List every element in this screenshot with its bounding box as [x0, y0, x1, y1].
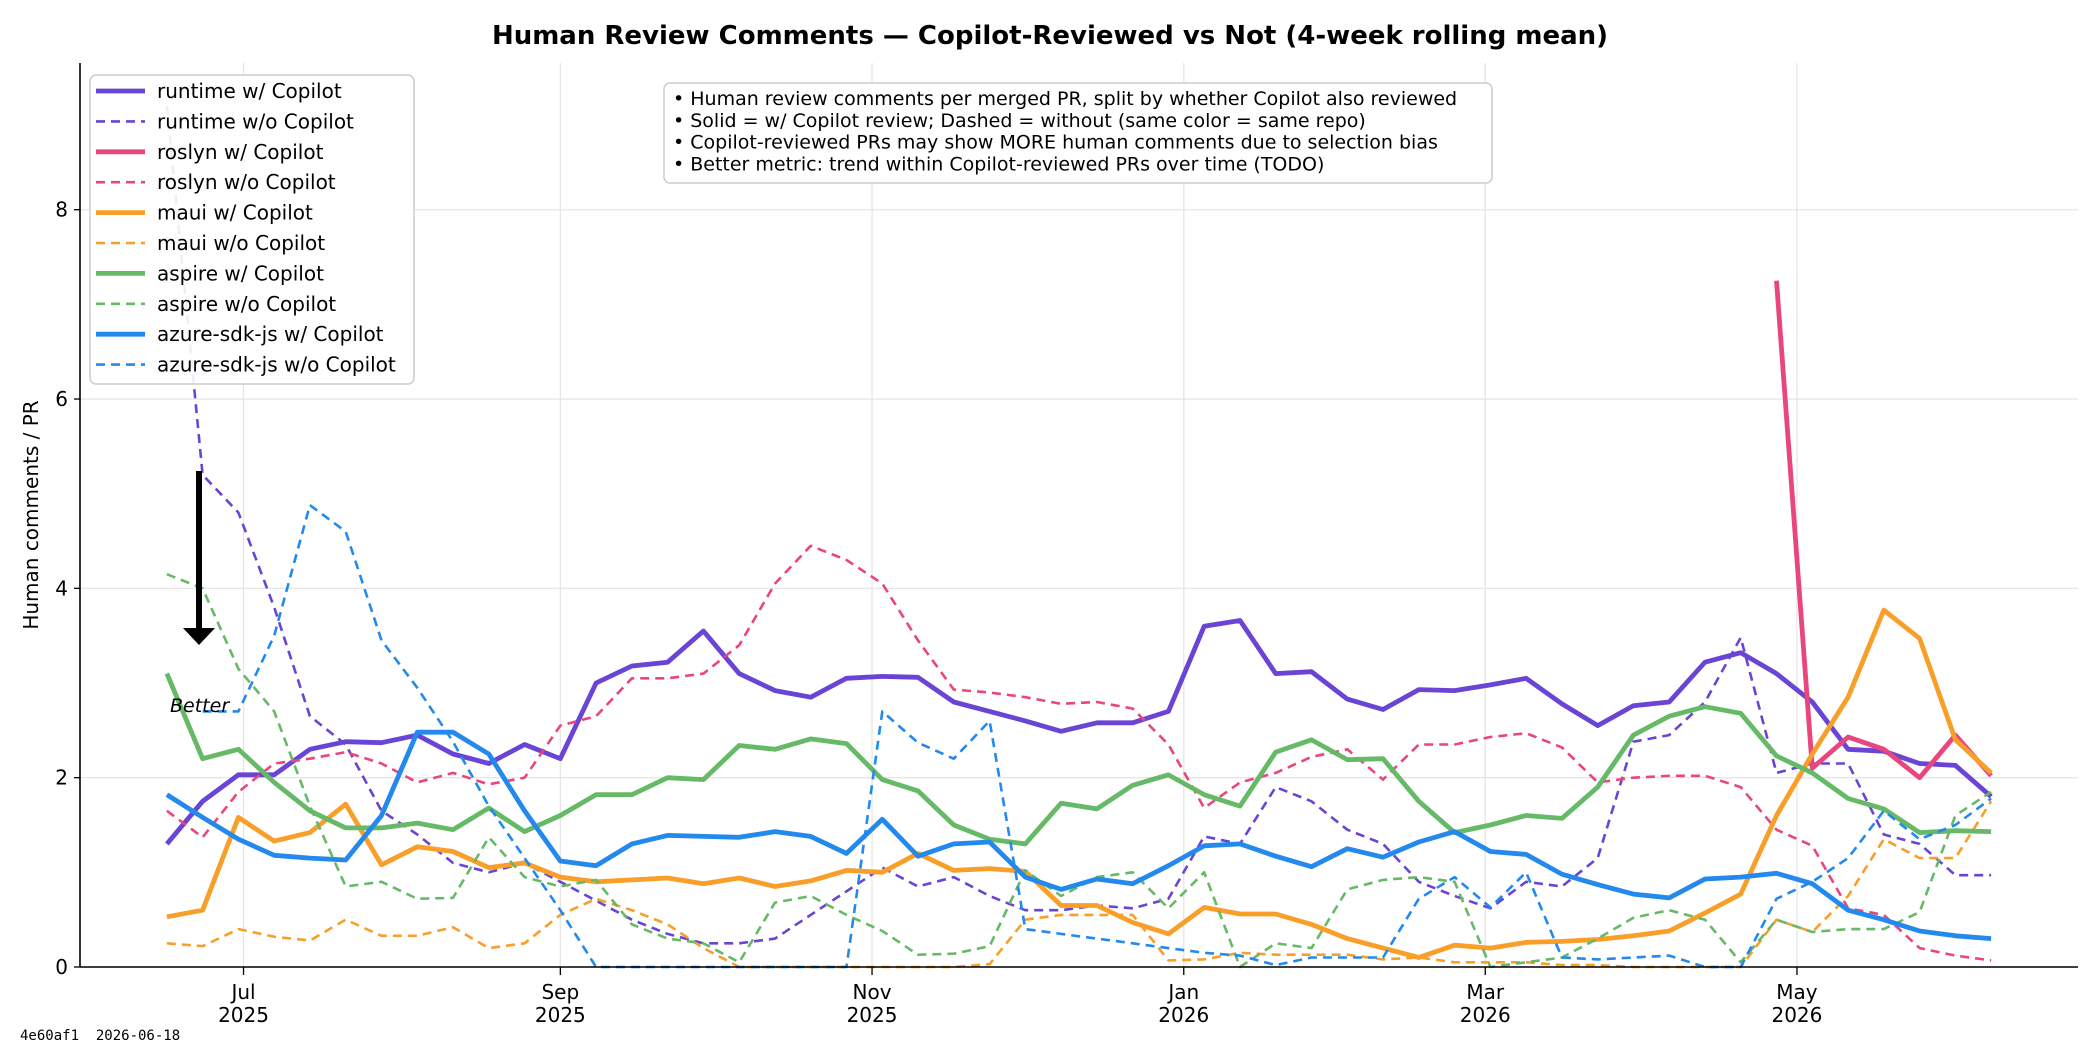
series-line [166, 572, 1992, 969]
footer: 4e60af1 2026-06-18 [20, 1028, 180, 1044]
legend-label: aspire w/o Copilot [157, 292, 336, 316]
legend-label: maui w/o Copilot [157, 231, 325, 255]
legend-frame [89, 74, 415, 385]
axes: 0 2 4 6 8 Jul 2025 Sep 2025 Nov 2025 Jan 2026 Mar 2026… [55, 63, 2078, 1027]
note-line: • Human review comments per merged PR, s… [673, 88, 1457, 110]
arrow-annotation: Better [170, 471, 230, 717]
y-tick-label: 4 [55, 576, 68, 600]
x-tick-label: Sep 2025 [535, 980, 586, 1027]
x-tick-label: May 2026 [1771, 980, 1822, 1027]
legend-label: roslyn w/o Copilot [157, 170, 336, 194]
legend-label: runtime w/o Copilot [157, 109, 354, 133]
note-line: • Better metric: trend within Copilot-re… [673, 153, 1324, 175]
notes-box: • Human review comments per merged PR, s… [663, 82, 1493, 184]
series-line [166, 800, 1993, 969]
legend-label: aspire w/ Copilot [157, 261, 324, 285]
x-tick-label: Jan 2026 [1158, 980, 1209, 1027]
notes-frame [663, 82, 1493, 184]
series-line [165, 729, 1992, 941]
annotation: Better [170, 695, 230, 717]
legend-label: azure-sdk-js w/ Copilot [157, 322, 384, 346]
legend-label: runtime w/ Copilot [157, 79, 342, 103]
x-tick-label: Jul 2025 [218, 980, 269, 1027]
y-tick-label: 6 [55, 387, 68, 411]
arrow-head [183, 628, 215, 645]
y-tick-label: 2 [55, 766, 68, 790]
note-line: • Solid = w/ Copilot review; Dashed = wi… [673, 110, 1366, 132]
series-line [202, 503, 1992, 969]
series-line [164, 672, 1992, 847]
note-line: • Copilot-reviewed PRs may show MORE hum… [673, 132, 1438, 154]
chart-title: Human Review Comments — Copilot-Reviewed… [492, 21, 1608, 51]
legend: runtime w/ Copilot runtime w/o Copilot ros… [89, 74, 415, 385]
y-axis-label: Human comments / PR [19, 400, 43, 629]
series-line [166, 607, 1993, 960]
legend-label: roslyn w/ Copilot [157, 140, 324, 164]
y-tick-label: 0 [55, 955, 68, 979]
series-line [1774, 280, 1993, 781]
legend-label: maui w/ Copilot [157, 201, 313, 225]
plot-lines [164, 105, 1993, 969]
series-line [165, 105, 1992, 945]
y-tick-label: 8 [55, 198, 68, 222]
x-tick-label: Nov 2025 [847, 980, 898, 1027]
series-line [165, 618, 1993, 846]
legend-label: azure-sdk-js w/o Copilot [157, 353, 396, 377]
x-tick-label: Mar 2026 [1460, 980, 1511, 1027]
